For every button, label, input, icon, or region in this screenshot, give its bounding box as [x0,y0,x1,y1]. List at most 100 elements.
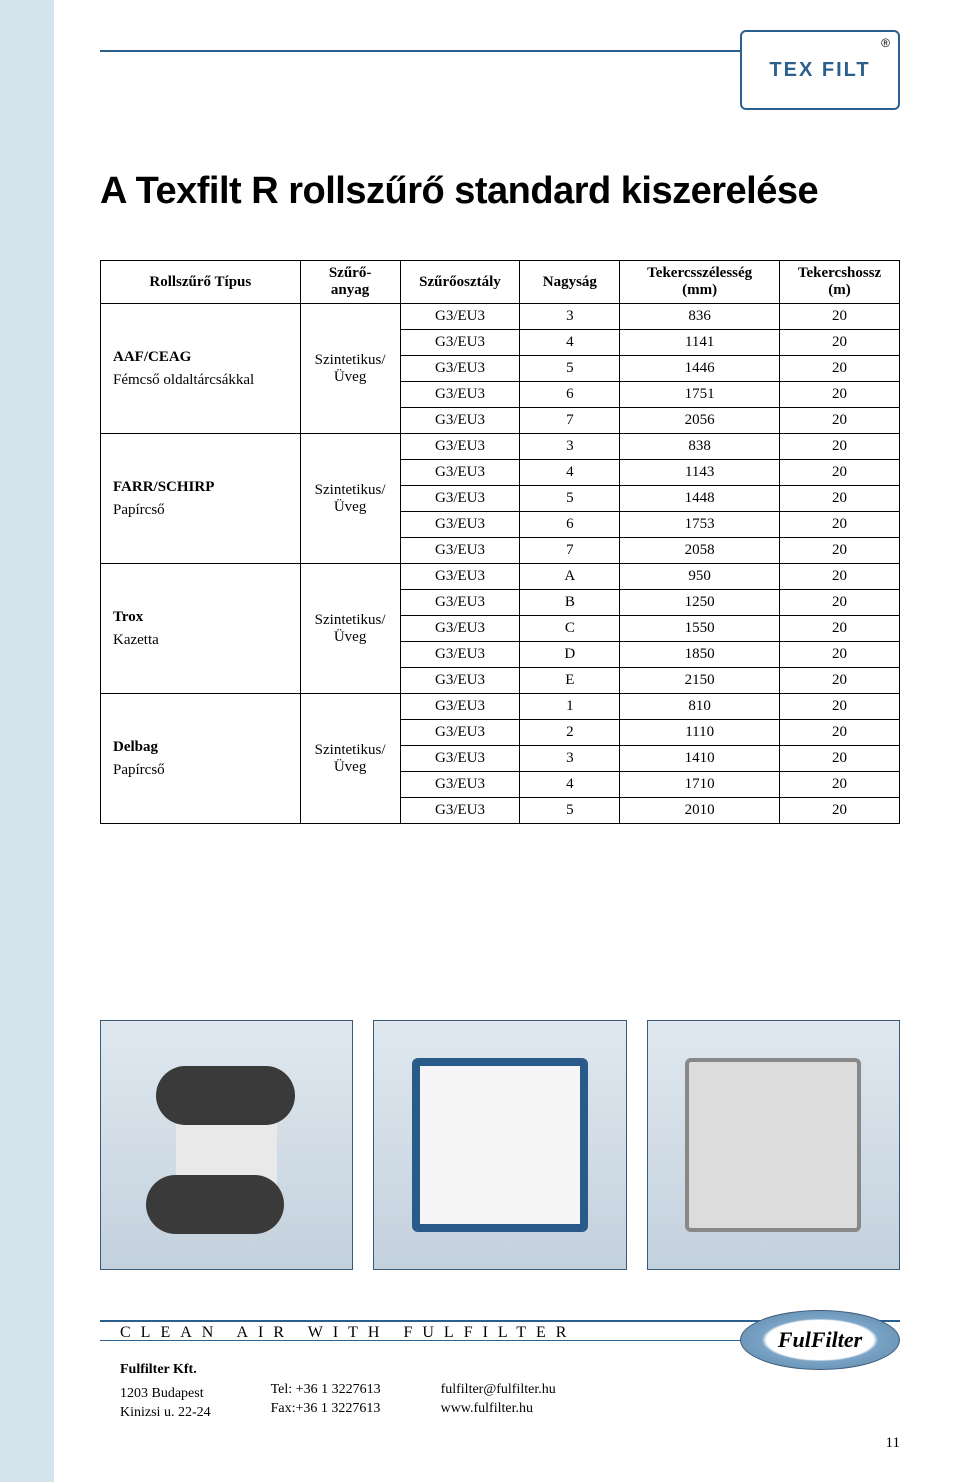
length-cell: 20 [780,512,900,538]
footer-col-web: fulfilter@fulfilter.hu www.fulfilter.hu [441,1360,556,1423]
width-cell: 2150 [620,668,780,694]
type-cell: Trox Kazetta [101,564,301,694]
size-cell: 2 [520,720,620,746]
length-cell: 20 [780,694,900,720]
size-cell: 3 [520,434,620,460]
type-main: Trox [113,609,294,626]
length-cell: 20 [780,434,900,460]
size-cell: 3 [520,746,620,772]
width-cell: 838 [620,434,780,460]
fulfilter-logo-text: FulFilter [778,1327,862,1353]
email: fulfilter@fulfilter.hu [441,1380,556,1400]
size-cell: 7 [520,538,620,564]
class-cell: G3/EU3 [400,590,520,616]
fax: Fax:+36 1 3227613 [271,1399,381,1419]
size-cell: 5 [520,486,620,512]
type-sub: Kazetta [113,632,294,649]
footer-col-phone: Tel: +36 1 3227613 Fax:+36 1 3227613 [271,1360,381,1423]
width-cell: 1110 [620,720,780,746]
logo-text: TEX FILT [769,59,870,82]
length-cell: 20 [780,356,900,382]
width-cell: 1446 [620,356,780,382]
class-cell: G3/EU3 [400,408,520,434]
width-cell: 1751 [620,382,780,408]
size-cell: 6 [520,512,620,538]
size-cell: C [520,616,620,642]
fulfilter-logo-oval: FulFilter [740,1310,900,1370]
type-main: FARR/SCHIRP [113,479,294,496]
table-header-row: Rollszűrő Típus Szűrő- anyag Szűrőosztál… [101,261,900,304]
class-cell: G3/EU3 [400,564,520,590]
length-cell: 20 [780,538,900,564]
address-line-1: 1203 Budapest [120,1384,211,1404]
class-cell: G3/EU3 [400,538,520,564]
length-cell: 20 [780,616,900,642]
col-type: Rollszűrő Típus [101,261,301,304]
size-cell: 4 [520,772,620,798]
size-cell: 4 [520,330,620,356]
width-cell: 2058 [620,538,780,564]
texfilt-logo: ® TEX FILT [740,30,900,110]
size-cell: 3 [520,304,620,330]
class-cell: G3/EU3 [400,642,520,668]
length-cell: 20 [780,642,900,668]
size-cell: 6 [520,382,620,408]
table-row: AAF/CEAGFémcső oldaltárcsákkalSzintetiku… [101,304,900,330]
length-cell: 20 [780,408,900,434]
class-cell: G3/EU3 [400,330,520,356]
class-cell: G3/EU3 [400,694,520,720]
type-cell: Delbag Papírcső [101,694,301,824]
class-cell: G3/EU3 [400,304,520,330]
material-cell: Szintetikus/ Üveg [300,564,400,694]
col-length: Tekercshossz (m) [780,261,900,304]
col-width: Tekercsszélesség (mm) [620,261,780,304]
class-cell: G3/EU3 [400,798,520,824]
length-cell: 20 [780,720,900,746]
material-cell: Szintetikus/ Üveg [300,694,400,824]
type-sub: Papírcső [113,502,294,519]
width-cell: 836 [620,304,780,330]
left-stripe [0,0,54,1482]
size-cell: D [520,642,620,668]
class-cell: G3/EU3 [400,512,520,538]
size-cell: 4 [520,460,620,486]
website: www.fulfilter.hu [441,1399,556,1419]
size-cell: E [520,668,620,694]
class-cell: G3/EU3 [400,356,520,382]
class-cell: G3/EU3 [400,668,520,694]
length-cell: 20 [780,330,900,356]
width-cell: 1710 [620,772,780,798]
size-cell: 5 [520,798,620,824]
address-line-2: Kinizsi u. 22-24 [120,1403,211,1423]
size-cell: B [520,590,620,616]
width-cell: 810 [620,694,780,720]
col-size: Nagyság [520,261,620,304]
registered-mark: ® [881,36,890,50]
page-number: 11 [886,1435,900,1452]
product-images-row [100,1020,900,1270]
material-cell: Szintetikus/ Üveg [300,434,400,564]
material-cell: Szintetikus/ Üveg [300,304,400,434]
type-main: Delbag [113,739,294,756]
size-cell: 5 [520,356,620,382]
type-cell: FARR/SCHIRP Papírcső [101,434,301,564]
col-material: Szűrő- anyag [300,261,400,304]
class-cell: G3/EU3 [400,434,520,460]
width-cell: 1753 [620,512,780,538]
filter-spec-table: Rollszűrő Típus Szűrő- anyag Szűrőosztál… [100,260,900,824]
class-cell: G3/EU3 [400,616,520,642]
width-cell: 1410 [620,746,780,772]
width-cell: 1143 [620,460,780,486]
footer-contact: Fulfilter Kft. 1203 Budapest Kinizsi u. … [120,1360,556,1423]
length-cell: 20 [780,382,900,408]
type-sub: Papírcső [113,762,294,779]
class-cell: G3/EU3 [400,746,520,772]
type-sub: Fémcső oldaltárcsákkal [113,372,294,389]
product-image-1 [100,1020,353,1270]
length-cell: 20 [780,590,900,616]
size-cell: 1 [520,694,620,720]
tel: Tel: +36 1 3227613 [271,1380,381,1400]
length-cell: 20 [780,460,900,486]
width-cell: 1550 [620,616,780,642]
class-cell: G3/EU3 [400,720,520,746]
